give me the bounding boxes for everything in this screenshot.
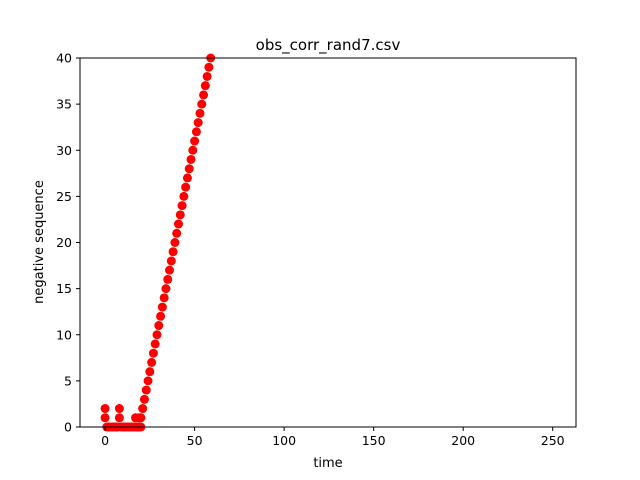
data-point xyxy=(182,173,192,183)
x-tick-label: 50 xyxy=(187,433,203,448)
y-tick-label: 30 xyxy=(56,143,72,158)
data-point xyxy=(157,302,167,312)
y-tick-label: 35 xyxy=(56,97,72,112)
data-point xyxy=(114,413,124,423)
data-point xyxy=(100,413,110,423)
data-point xyxy=(143,376,153,386)
data-point xyxy=(152,330,162,340)
y-axis-ticks: 0 5 10 15 20 25 30 35 40 xyxy=(56,51,80,435)
data-point xyxy=(161,284,171,294)
data-point xyxy=(154,321,164,331)
x-tick-label: 100 xyxy=(272,433,296,448)
data-point xyxy=(145,367,155,377)
data-point xyxy=(179,191,189,201)
data-point xyxy=(177,201,187,211)
data-point xyxy=(170,238,180,247)
x-tick-label: 150 xyxy=(362,433,386,448)
data-point xyxy=(199,90,209,100)
data-point xyxy=(100,404,110,414)
data-point xyxy=(148,348,158,358)
data-point xyxy=(197,99,207,109)
data-point xyxy=(195,108,205,118)
data-point xyxy=(168,247,178,257)
y-tick-label: 25 xyxy=(56,189,72,204)
data-point xyxy=(202,71,212,81)
data-point xyxy=(156,311,166,321)
data-point xyxy=(172,228,182,238)
y-tick-label: 10 xyxy=(56,327,72,342)
y-tick-label: 0 xyxy=(64,420,72,435)
data-point xyxy=(163,274,173,284)
x-axis-ticks: 0 50 100 150 200 250 xyxy=(101,427,565,448)
data-point xyxy=(165,265,175,275)
data-point xyxy=(175,210,185,220)
data-point xyxy=(186,154,196,164)
data-point xyxy=(184,164,194,174)
data-point xyxy=(193,118,203,128)
data-point xyxy=(190,136,200,146)
y-tick-label: 5 xyxy=(64,373,72,388)
x-tick-label: 0 xyxy=(101,433,109,448)
y-tick-label: 20 xyxy=(56,235,72,250)
y-tick-label: 40 xyxy=(56,51,72,66)
data-point xyxy=(166,256,176,266)
data-point xyxy=(114,404,124,414)
x-axis-label: time xyxy=(313,456,342,471)
x-tick-label: 250 xyxy=(541,433,565,448)
data-point xyxy=(150,339,160,349)
data-point xyxy=(159,293,169,303)
data-point xyxy=(204,62,214,72)
chart-title: obs_corr_rand7.csv xyxy=(256,36,401,55)
data-point xyxy=(200,81,210,91)
points-layer xyxy=(100,53,216,432)
plot-area-frame xyxy=(79,57,577,428)
y-tick-label: 15 xyxy=(56,281,72,296)
data-point xyxy=(141,385,151,395)
y-axis-label: negative sequence xyxy=(32,180,47,304)
data-point xyxy=(173,219,183,229)
data-point xyxy=(138,404,148,414)
data-point xyxy=(136,413,146,423)
x-tick-label: 200 xyxy=(451,433,475,448)
data-point xyxy=(139,394,149,404)
data-point xyxy=(181,182,191,192)
data-point xyxy=(147,357,157,367)
data-point xyxy=(188,145,198,155)
data-point xyxy=(191,127,201,137)
